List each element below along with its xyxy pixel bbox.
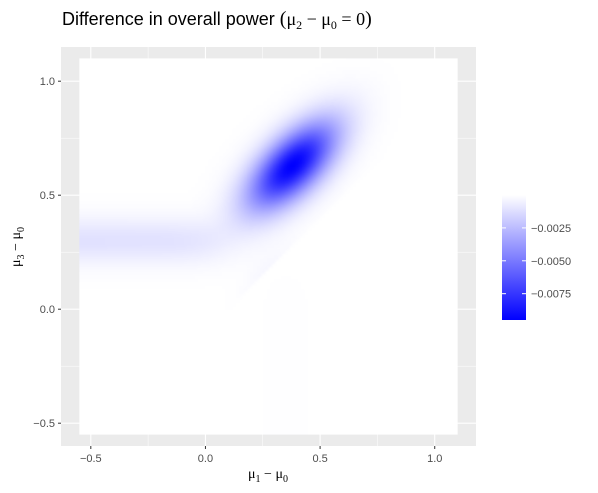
heatmap-image: [79, 58, 458, 435]
x-tick-label: −0.5: [80, 453, 102, 465]
x-axis: −0.5 0.0 0.5 1.0: [80, 446, 442, 465]
y-tick-label: 0.5: [40, 190, 55, 202]
y-axis-title: μ3 − μ0: [9, 227, 27, 267]
x-axis-title: μ1 − μ0: [248, 467, 288, 485]
legend: −0.0025 −0.0050 −0.0075: [502, 195, 571, 320]
chart-title: Difference in overall power (μ2 − μ0 = 0…: [62, 8, 372, 32]
legend-label: −0.0075: [531, 289, 571, 301]
legend-label: −0.0025: [531, 223, 571, 235]
y-axis: −0.5 0.0 0.5 1.0: [33, 76, 61, 430]
x-tick-label: 0.0: [198, 453, 213, 465]
x-tick-label: 0.5: [312, 453, 327, 465]
x-tick-label: 1.0: [427, 453, 442, 465]
y-tick-label: −0.5: [33, 418, 55, 430]
legend-colorbar: [502, 195, 526, 320]
y-tick-label: 0.0: [40, 304, 55, 316]
y-tick-label: 1.0: [40, 76, 55, 88]
legend-label: −0.0050: [531, 256, 571, 268]
legend-ticks: −0.0025 −0.0050 −0.0075: [502, 223, 571, 301]
chart-title-prefix: Difference in overall power: [62, 9, 280, 29]
